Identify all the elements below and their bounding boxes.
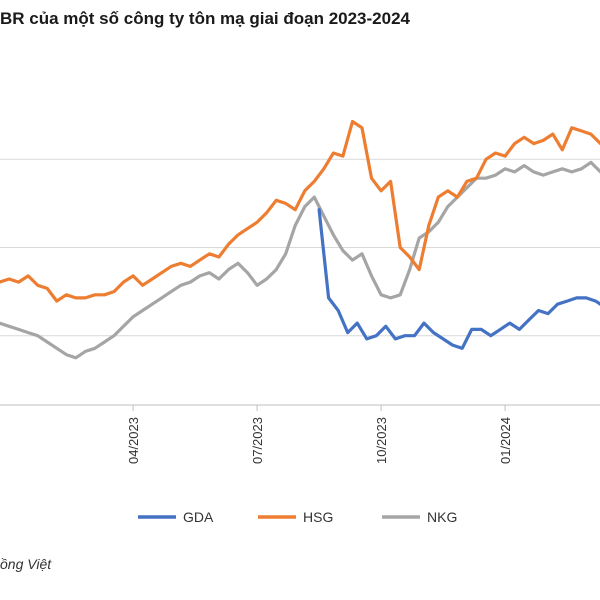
series-lines <box>0 119 600 360</box>
x-axis: 04/2023 07/2023 10/2023 01/2024 <box>0 404 600 464</box>
x-tick-label: 01/2024 <box>498 417 513 464</box>
legend-label-hsg: HSG <box>303 509 333 525</box>
legend: GDA HSG NKG <box>138 509 457 525</box>
gridlines <box>0 158 600 337</box>
legend-label-gda: GDA <box>183 509 214 525</box>
x-tick-label: 04/2023 <box>126 417 141 464</box>
source-note: ồng Việt <box>0 556 52 572</box>
legend-label-nkg: NKG <box>427 509 457 525</box>
chart-title: BR của một số công ty tôn mạ giai đoạn 2… <box>0 9 410 28</box>
series-line-nkg <box>0 160 600 360</box>
series-line-gda <box>317 208 600 350</box>
x-tick-label: 10/2023 <box>374 417 389 464</box>
series-line-hsg <box>0 119 600 303</box>
x-tick-label: 07/2023 <box>250 417 265 464</box>
